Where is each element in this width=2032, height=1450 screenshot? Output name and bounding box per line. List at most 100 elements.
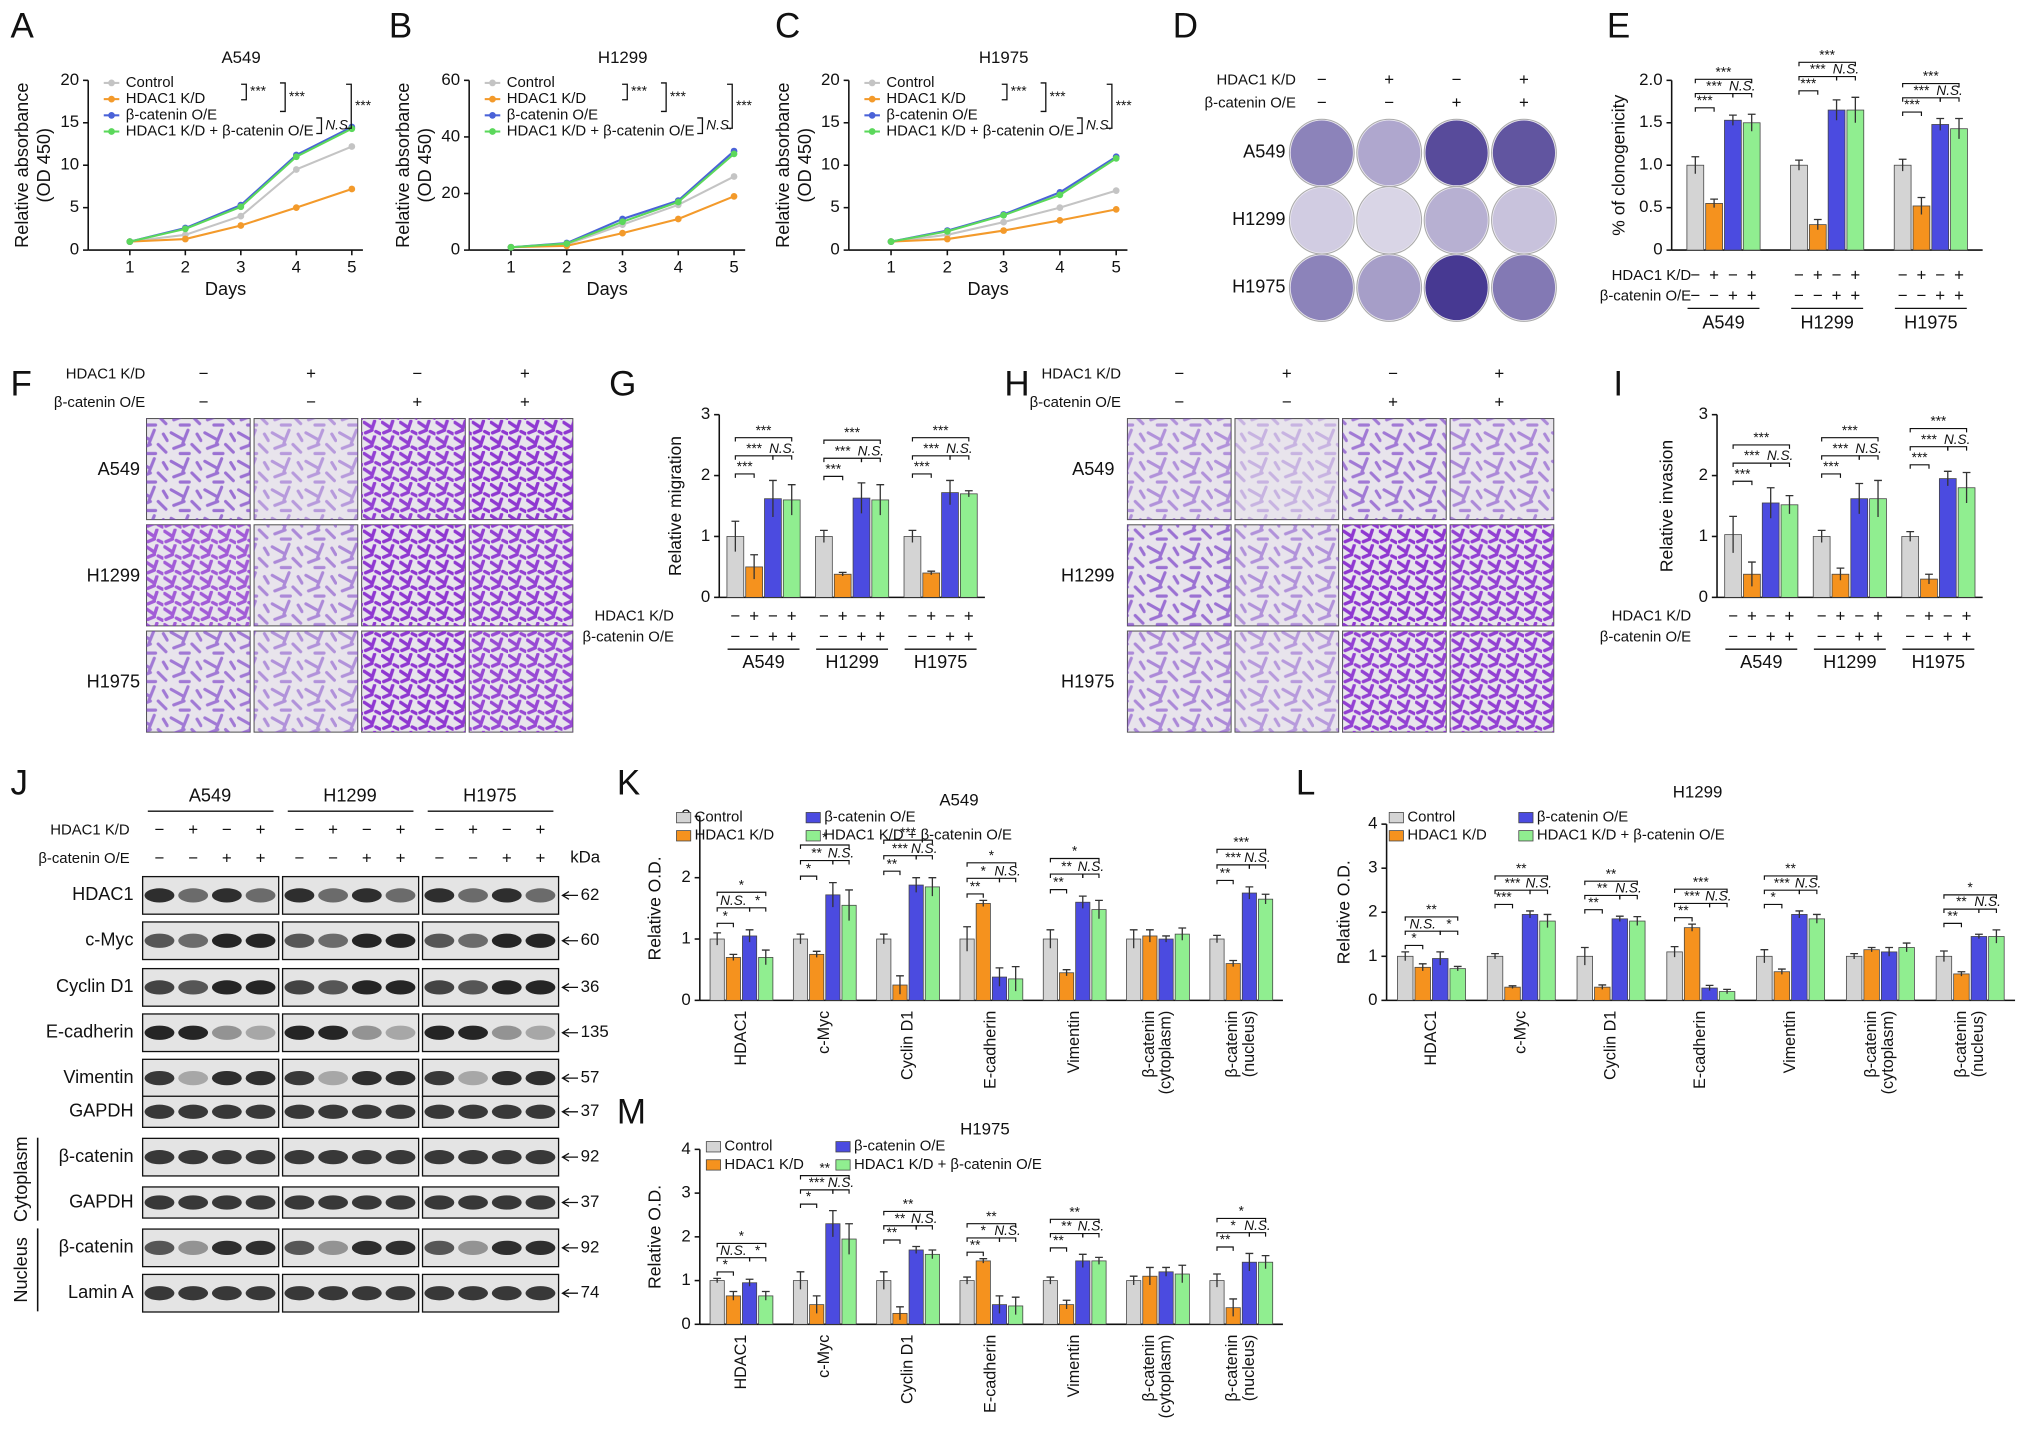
- legend-label: β-catenin O/E: [507, 107, 598, 123]
- legend-label: HDAC1 K/D + β-catenin O/E: [507, 123, 695, 139]
- legend-label: Control: [695, 810, 743, 826]
- cell-line-label: H1299: [323, 786, 376, 806]
- bar: [1075, 1260, 1091, 1325]
- significance-label: ***: [670, 89, 687, 104]
- significance-label: N.S.: [1244, 1218, 1270, 1233]
- blot-band: [458, 1240, 488, 1255]
- blot-band: [351, 933, 382, 948]
- error-bar: [995, 967, 1004, 987]
- error-bar: [1129, 929, 1138, 949]
- significance-bracket: [883, 870, 901, 876]
- significance-bracket: [832, 859, 850, 865]
- significance-label: **: [1678, 903, 1689, 918]
- blot-band: [144, 1240, 175, 1255]
- legend-marker: [108, 111, 115, 119]
- blot-band: [385, 1104, 416, 1119]
- micrograph-cells: [254, 631, 358, 733]
- data-point: [1056, 204, 1064, 212]
- bar: [825, 1223, 841, 1325]
- significance-bracket: [883, 1239, 901, 1244]
- significance-label: ***: [1823, 459, 1840, 474]
- bar: [1773, 971, 1791, 1001]
- error-bar: [1723, 988, 1731, 994]
- y-tick-label: 0: [681, 990, 690, 1009]
- bar: [1898, 947, 1915, 1001]
- significance-label: **: [986, 1209, 997, 1224]
- legend-label: Control: [126, 75, 174, 91]
- blot-band: [318, 1070, 349, 1086]
- bar: [1970, 936, 1988, 1001]
- error-bar: [912, 1245, 921, 1254]
- blot-band: [211, 1240, 242, 1255]
- legend-swatch: [805, 830, 821, 842]
- condition-sign: −: [1766, 606, 1776, 625]
- y-tick-label: 10: [60, 155, 79, 174]
- condition-sign: +: [502, 849, 512, 868]
- error-bar: [1957, 971, 1966, 977]
- blot-band: [491, 1070, 522, 1086]
- bar: [792, 938, 808, 1001]
- significance-label: ***: [1904, 97, 1921, 112]
- cell-line-label: H1975: [463, 786, 516, 806]
- significance-bracket: [716, 1271, 734, 1276]
- condition-sign: −: [1917, 286, 1927, 305]
- legend-label: HDAC1 K/D: [1407, 828, 1487, 844]
- blot-band: [385, 1195, 416, 1210]
- significance-bracket: [1001, 83, 1008, 101]
- y-tick-label: 20: [60, 70, 79, 89]
- significance-label: N.S.: [1078, 1219, 1104, 1234]
- error-bar: [928, 1249, 937, 1259]
- legend-marker: [108, 79, 115, 87]
- y-tick-label: 20: [821, 70, 840, 89]
- significance-label: ***: [355, 98, 372, 113]
- error-bar: [995, 1295, 1004, 1314]
- blot-band: [351, 1240, 382, 1255]
- significance-label: N.S.: [720, 893, 746, 908]
- error-bar: [1832, 99, 1841, 121]
- bar: [1075, 901, 1091, 1001]
- condition-sign: −: [908, 606, 918, 625]
- blot-band: [178, 980, 209, 995]
- bar: [1863, 949, 1880, 1001]
- significance-bracket: [716, 891, 767, 897]
- significance-bracket: [1404, 944, 1424, 950]
- legend-marker: [108, 128, 115, 135]
- legend-swatch: [705, 1159, 721, 1171]
- significance-bracket: [1732, 480, 1753, 486]
- panel-letter: J: [10, 763, 27, 802]
- condition-sign: −: [1174, 392, 1184, 411]
- error-bar: [812, 950, 821, 958]
- blot-band: [458, 1150, 488, 1165]
- significance-bracket: [998, 877, 1017, 883]
- significance-label: **: [811, 846, 822, 861]
- y-tick-label: 40: [441, 126, 460, 145]
- error-bar: [769, 479, 777, 517]
- significance-label: ***: [289, 89, 306, 104]
- error-bar: [1812, 913, 1821, 924]
- data-point: [943, 228, 951, 235]
- bar: [1142, 935, 1158, 1001]
- x-tick-label: HDAC1: [1422, 1011, 1440, 1066]
- dish-stain: [1425, 120, 1488, 186]
- bar: [1042, 1280, 1058, 1325]
- error-bar: [1855, 482, 1864, 514]
- significance-label: ***: [900, 825, 917, 840]
- error-bar: [761, 1290, 770, 1301]
- blot-band: [351, 1286, 382, 1301]
- blot-band: [525, 1240, 556, 1255]
- y-axis-label: Relative absorbance: [773, 83, 793, 248]
- error-bar: [713, 1277, 722, 1283]
- error-bar: [1760, 949, 1769, 963]
- significance-label: *: [739, 877, 745, 892]
- condition-sign: −: [1935, 265, 1945, 284]
- kda-arrow: [561, 890, 579, 900]
- legend-swatch: [835, 1141, 851, 1153]
- x-tick-label: 1: [506, 258, 515, 277]
- legend-label: β-catenin O/E: [886, 107, 977, 123]
- significance-label: ***: [746, 441, 763, 456]
- x-tick-label: A549: [1740, 652, 1782, 672]
- error-bar: [1940, 950, 1948, 962]
- legend-swatch: [705, 1141, 721, 1153]
- condition-sign: −: [1836, 627, 1846, 646]
- data-point: [181, 225, 189, 233]
